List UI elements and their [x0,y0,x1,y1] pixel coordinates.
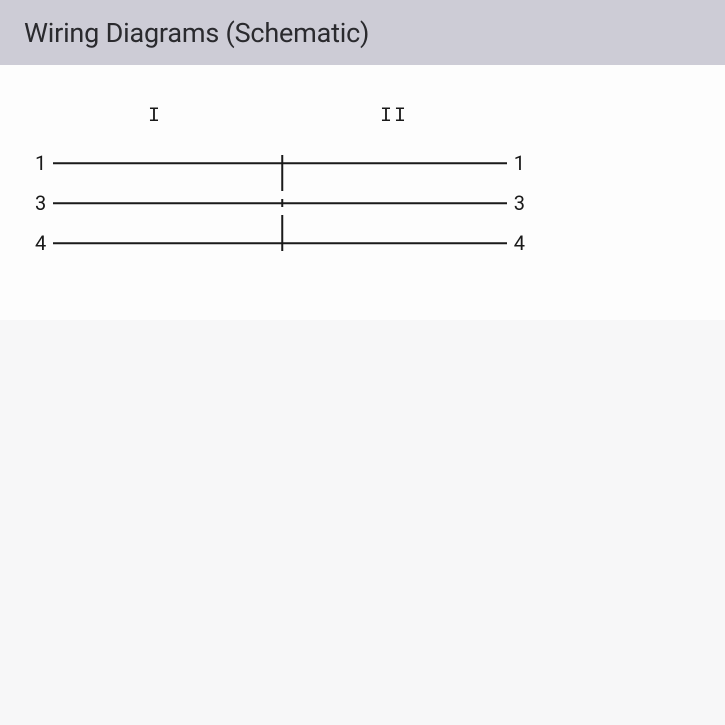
wire-label-left: 3 [35,191,46,215]
wire-label-right: 3 [514,191,525,215]
wire-label-left: 4 [35,231,46,255]
wire-line [53,242,507,244]
wire-center-tick [281,215,283,251]
wiring-diagram: III113344 [35,105,525,285]
wire-label-right: 1 [514,151,525,175]
wire-label-right: 4 [514,231,525,255]
wire-row: 33 [35,191,525,215]
column-label-1: I [148,105,162,128]
page-header: Wiring Diagrams (Schematic) [0,0,725,65]
page-title: Wiring Diagrams (Schematic) [24,17,369,49]
wire-row: 44 [35,231,525,255]
wire-center-tick [281,155,283,191]
diagram-content: III113344 [0,65,725,320]
wire-center-tick [281,199,283,207]
column-label-2: II [380,105,408,128]
wire-label-left: 1 [35,151,46,175]
wire-line [53,162,507,164]
wire-line [53,202,507,204]
wire-row: 11 [35,151,525,175]
